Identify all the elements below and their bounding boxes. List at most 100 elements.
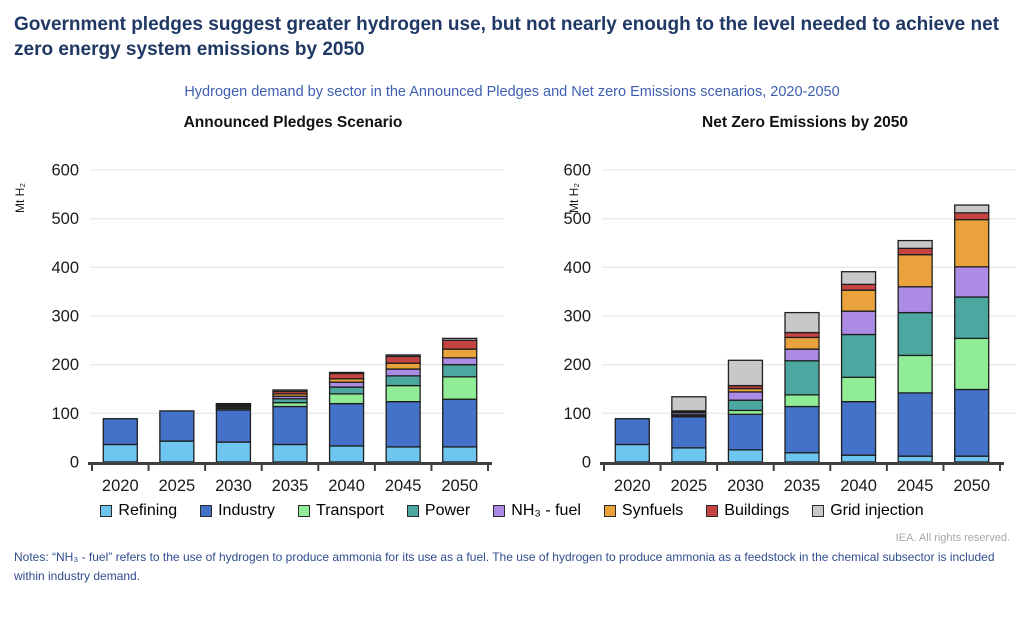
segment-nh-fuel xyxy=(727,391,764,401)
svg-text:2045: 2045 xyxy=(897,477,934,495)
legend-swatch-grid-injection xyxy=(812,505,825,518)
segment-refining xyxy=(840,454,877,463)
segment-refining xyxy=(385,446,421,463)
segment-transport xyxy=(954,337,990,391)
bar-2025 xyxy=(159,410,195,463)
legend-swatch-refining xyxy=(100,505,113,518)
segment-power xyxy=(442,364,478,378)
segment-industry xyxy=(385,401,421,448)
segment-refining xyxy=(897,455,933,463)
legend-item-synfuels: Synfuels xyxy=(603,502,684,520)
legend-item-transport: Transport xyxy=(298,502,384,520)
segment-refining xyxy=(614,443,650,463)
segment-industry xyxy=(614,418,650,446)
chart-net-zero: Net Zero Emissions by 2050 0 100 200 300 400… xyxy=(512,114,1024,496)
segment-refining xyxy=(215,441,252,463)
segment-industry xyxy=(272,406,308,446)
legend-label: Grid injection xyxy=(830,502,924,520)
legend-item-power: Power xyxy=(406,502,470,520)
svg-text:100: 100 xyxy=(51,405,79,423)
segment-buildings xyxy=(840,283,877,292)
segment-grid-injection xyxy=(328,371,365,375)
segment-power xyxy=(328,386,365,395)
legend-label: Buildings xyxy=(724,502,790,520)
x-axis-labels: 2020 2025 2030 2035 2040 2045 2050 xyxy=(614,477,990,495)
segment-refining xyxy=(272,443,308,463)
segment-grid-injection xyxy=(840,271,877,286)
y-axis-labels: 0 100 200 300 400 500 600 xyxy=(563,162,591,472)
segment-synfuels xyxy=(897,254,933,288)
segment-grid-injection xyxy=(215,403,252,406)
svg-text:200: 200 xyxy=(51,356,79,374)
legend-item-industry: Industry xyxy=(200,502,275,520)
y-axis-unit-label: Mt H₂ xyxy=(567,183,581,213)
segment-industry xyxy=(442,398,478,448)
segment-grid-injection xyxy=(442,337,478,342)
segment-buildings xyxy=(954,212,990,221)
charts-row: Announced Pledges Scenario 0 100 200 300 400… xyxy=(0,114,1024,496)
segment-power xyxy=(727,399,764,412)
segment-nh-fuel xyxy=(784,348,820,362)
segment-refining xyxy=(159,440,195,463)
bar-2030 xyxy=(215,403,252,463)
bar-2020 xyxy=(614,418,650,463)
bar-2040 xyxy=(840,271,877,463)
segment-refining xyxy=(784,452,820,463)
svg-text:2030: 2030 xyxy=(727,477,764,495)
legend-swatch-industry xyxy=(200,505,213,518)
svg-text:400: 400 xyxy=(51,259,79,277)
svg-text:2050: 2050 xyxy=(953,477,990,495)
svg-text:2020: 2020 xyxy=(102,477,139,495)
segment-industry xyxy=(102,418,138,446)
bar-2045 xyxy=(385,354,421,463)
segment-nh-fuel xyxy=(954,266,990,298)
segment-industry xyxy=(727,413,764,451)
segment-industry xyxy=(897,392,933,457)
svg-text:2035: 2035 xyxy=(784,477,821,495)
segment-industry xyxy=(954,388,990,457)
svg-text:400: 400 xyxy=(563,259,591,277)
segment-synfuels xyxy=(385,362,421,370)
segment-grid-injection xyxy=(272,389,308,393)
svg-text:2050: 2050 xyxy=(441,477,478,495)
legend-swatch-buildings xyxy=(706,505,719,518)
bar-2035 xyxy=(784,312,820,463)
segment-transport xyxy=(328,393,365,405)
segment-synfuels xyxy=(784,336,820,350)
legend-label: Transport xyxy=(316,502,384,520)
segment-industry xyxy=(671,416,707,449)
segment-buildings xyxy=(897,247,933,256)
legend: Refining Industry Transport Power NH₃ - fuel… xyxy=(0,498,1024,524)
segment-transport xyxy=(442,376,478,401)
x-axis-labels: 2020 2025 2030 2035 2040 2045 2050 xyxy=(102,477,478,495)
legend-item-nh-fuel: NH₃ - fuel xyxy=(493,502,581,520)
svg-text:2025: 2025 xyxy=(158,477,195,495)
segment-transport xyxy=(784,394,820,408)
segment-power xyxy=(784,360,820,396)
segment-nh-fuel xyxy=(897,286,933,314)
segment-industry xyxy=(328,403,365,447)
segment-transport xyxy=(840,376,877,403)
svg-text:300: 300 xyxy=(51,308,79,326)
segment-grid-injection xyxy=(671,396,707,412)
legend-item-buildings: Buildings xyxy=(706,502,789,520)
segment-refining xyxy=(954,455,990,463)
segment-refining xyxy=(328,445,365,463)
bar-2030 xyxy=(727,359,764,463)
legend-swatch-nh-fuel xyxy=(493,505,506,518)
svg-text:2020: 2020 xyxy=(614,477,651,495)
bar-2040 xyxy=(328,371,365,463)
svg-text:200: 200 xyxy=(563,356,591,374)
bar-2045 xyxy=(897,240,933,463)
bar-2035 xyxy=(272,389,308,463)
svg-text:2045: 2045 xyxy=(385,477,422,495)
bar-2050 xyxy=(442,337,478,463)
legend-label: Synfuels xyxy=(621,502,684,520)
segment-industry xyxy=(159,410,195,442)
gridlines xyxy=(90,169,504,415)
bar-2050 xyxy=(954,204,990,463)
bar-2025 xyxy=(671,396,707,463)
svg-text:2035: 2035 xyxy=(272,477,309,495)
segment-power xyxy=(840,333,877,379)
segment-power xyxy=(385,375,421,387)
